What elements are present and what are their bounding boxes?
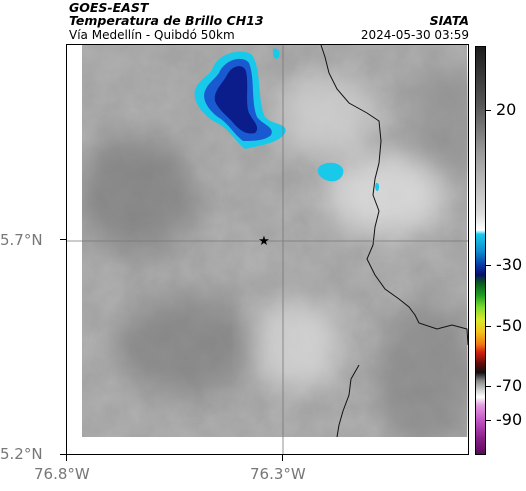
colorbar-tick (486, 110, 491, 111)
product-title: Temperatura de Brillo CH13 (69, 13, 264, 28)
satellite-map[interactable]: ★ (66, 44, 469, 455)
lat-tick-mark (60, 454, 66, 455)
timestamp-label: 2024-05-30 03:59 (360, 28, 469, 42)
lon-tick-mark (66, 455, 67, 461)
colorbar-tick (486, 420, 491, 421)
colorbar-tick (486, 326, 491, 327)
satellite-title: GOES-EAST (69, 0, 149, 15)
cool-zones (252, 75, 447, 390)
colorbar-tick-label: -90 (496, 410, 523, 429)
lon-tick-label: 76.8°W (34, 465, 90, 483)
colorbar-tick-label: -50 (496, 316, 523, 335)
colorbar-tick (486, 386, 491, 387)
warm-zones (77, 65, 468, 445)
colorbar-tick-label: -30 (496, 255, 523, 274)
station-marker[interactable]: ★ (258, 234, 270, 249)
lon-tick-mark (282, 455, 283, 461)
lat-tick-label: 5.2°N (0, 445, 43, 463)
organization-label: SIATA (429, 13, 469, 28)
colorbar-tick-label: -70 (496, 376, 523, 395)
border-line (320, 45, 468, 438)
colorbar-tick (486, 265, 491, 266)
map-canvas: ★ (67, 45, 468, 454)
domain-label: Vía Medellín - Quibdó 50km (69, 28, 235, 42)
lat-tick-mark (60, 239, 66, 240)
cold-cloud-cluster (194, 48, 380, 192)
no-data-band (67, 437, 468, 454)
colorbar (475, 46, 486, 455)
lat-tick-label: 5.7°N (0, 231, 43, 249)
lon-tick-label: 76.3°W (250, 465, 306, 483)
no-data-band-left (67, 45, 82, 454)
colorbar-tick-label: 20 (496, 100, 517, 119)
